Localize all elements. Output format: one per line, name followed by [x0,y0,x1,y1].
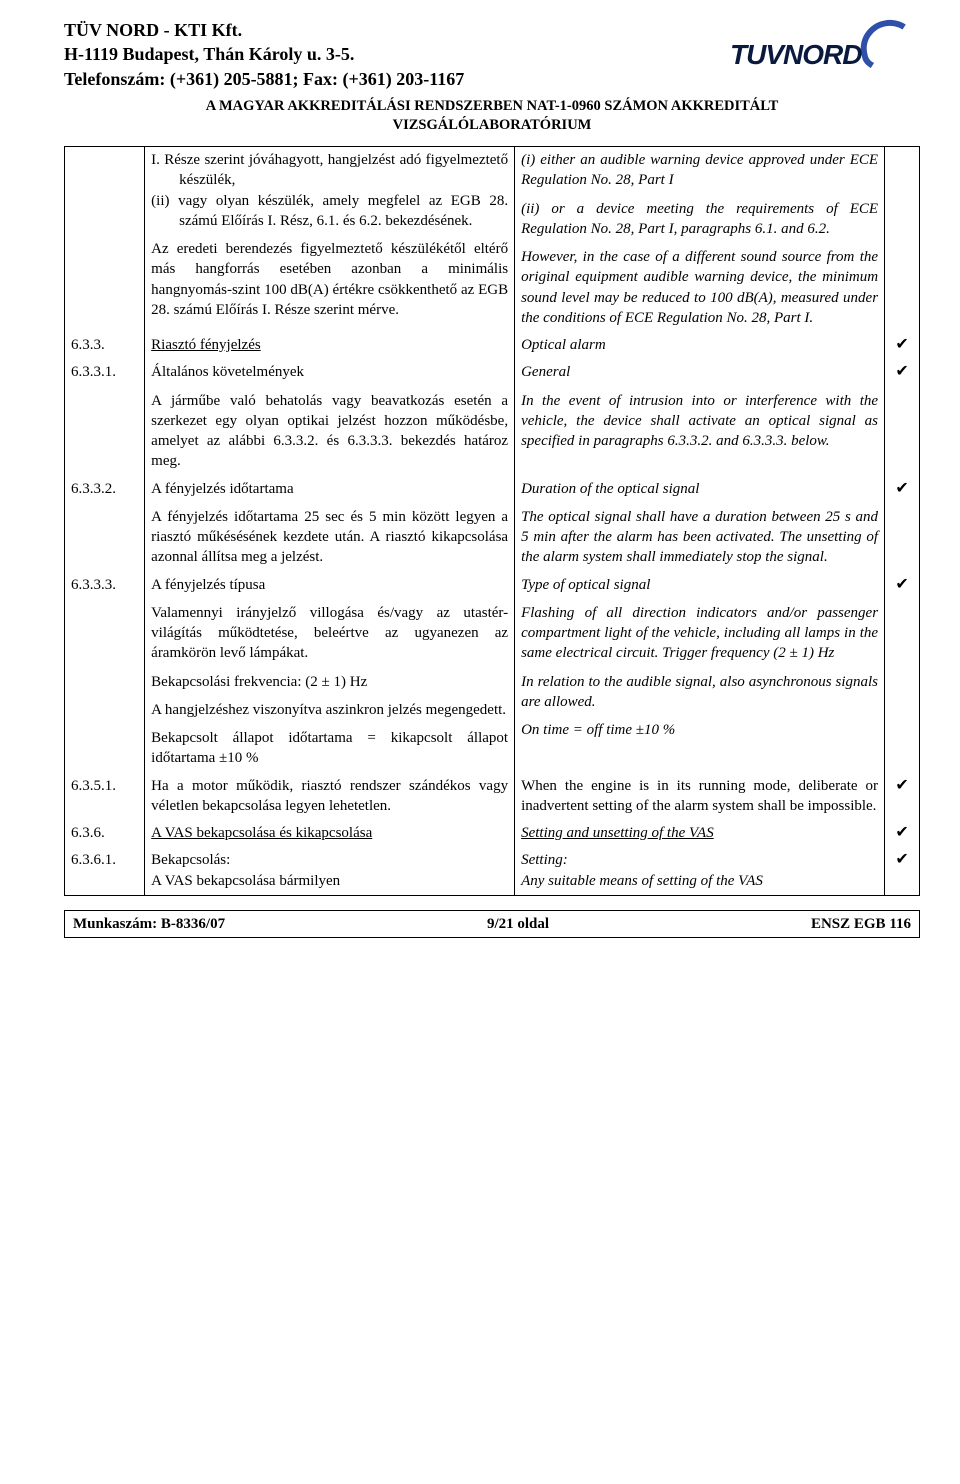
row-number: 6.3.5.1. [65,773,145,821]
text-segment: A fényjelzés időtartama 25 sec és 5 min … [151,507,508,568]
row-checkmark: ✔ [885,332,920,359]
table-row: 6.3.3.2.A fényjelzés időtartamaA fényjel… [65,476,920,572]
logo-ring-icon [855,15,922,76]
requirements-table: I. Része szerint jóváhagyott, hangjelzés… [64,146,920,896]
text-segment: A hangjelzéshez viszonyítva aszinkron je… [151,700,508,720]
row-hungarian: A fényjelzés időtartama A fényjelzés időt… [145,476,515,572]
row-checkmark: ✔ [885,359,920,475]
text-segment: General [521,362,878,382]
row-english: Duration of the optical signal The optica… [515,476,885,572]
logo-wordmark: TUVNORD [730,39,861,70]
row-english: General In the event of intrusion into or… [515,359,885,475]
table-row: 6.3.6.1.Bekapcsolás:A VAS bekapcsolása b… [65,847,920,895]
text-segment: Duration of the optical signal [521,479,878,499]
text-segment: Riasztó fényjelzés [151,335,508,355]
text-segment: When the engine is in its running mode, … [521,776,878,817]
page-footer: Munkaszám: B-8336/07 9/21 oldal ENSZ EGB… [64,910,920,938]
row-checkmark: ✔ [885,847,920,895]
text-segment: However, in the case of a different soun… [521,247,878,328]
row-checkmark [885,147,920,333]
text-segment: (ii) vagy olyan készülék, amely megfelel… [151,191,508,232]
row-number: 6.3.3. [65,332,145,359]
row-english: Setting:Any suitable means of setting of… [515,847,885,895]
text-segment: Bekapcsolási frekvencia: (2 ± 1) Hz [151,672,508,692]
text-segment: A VAS bekapcsolása és kikapcsolása [151,823,508,843]
footer-regulation: ENSZ EGB 116 [811,914,911,934]
table-row: I. Része szerint jóváhagyott, hangjelzés… [65,147,920,333]
row-english: When the engine is in its running mode, … [515,773,885,821]
row-number: 6.3.6.1. [65,847,145,895]
text-segment: In the event of intrusion into or interf… [521,391,878,452]
accreditation-line2: VIZSGÁLÓLABORATÓRIUM [64,116,920,136]
text-segment: (i) either an audible warning device app… [521,150,878,191]
text-segment: Ha a motor működik, riasztó rendszer szá… [151,776,508,817]
text-segment: (ii) or a device meeting the requirement… [521,199,878,240]
row-number [65,147,145,333]
text-segment: A fényjelzés típusa [151,575,508,595]
row-hungarian: A fényjelzés típusa Valamennyi irányjelző… [145,572,515,773]
text-segment: Setting: [521,850,878,870]
text-segment: The optical signal shall have a duration… [521,507,878,568]
text-segment: Any suitable means of setting of the VAS [521,871,878,891]
row-hungarian: Riasztó fényjelzés [145,332,515,359]
table-row: 6.3.6. A VAS bekapcsolása és kikapcsolása… [65,820,920,847]
row-number: 6.3.3.3. [65,572,145,773]
text-segment: Bekapcsolt állapot időtartama = kikapcso… [151,728,508,769]
row-hungarian: Bekapcsolás:A VAS bekapcsolása bármilyen [145,847,515,895]
check-icon: ✔ [895,824,908,841]
row-hungarian: I. Része szerint jóváhagyott, hangjelzés… [145,147,515,333]
table-row: 6.3.3.1. Általános követelmények A járműbe… [65,359,920,475]
row-number: 6.3.3.2. [65,476,145,572]
text-segment: Setting and unsetting of the VAS [521,823,878,843]
row-checkmark: ✔ [885,773,920,821]
row-english: (i) either an audible warning device app… [515,147,885,333]
row-checkmark: ✔ [885,572,920,773]
row-hungarian: Ha a motor működik, riasztó rendszer szá… [145,773,515,821]
table-row: 6.3.5.1.Ha a motor működik, riasztó rend… [65,773,920,821]
check-icon: ✔ [895,480,908,497]
row-hungarian: A VAS bekapcsolása és kikapcsolása [145,820,515,847]
check-icon: ✔ [895,777,908,794]
table-row: 6.3.3. Riasztó fényjelzés Optical alarm ✔ [65,332,920,359]
footer-page: 9/21 oldal [487,914,549,934]
text-segment: A járműbe való behatolás vagy beavatkozá… [151,391,508,472]
check-icon: ✔ [895,336,908,353]
check-icon: ✔ [895,363,908,380]
row-checkmark: ✔ [885,820,920,847]
text-segment: In relation to the audible signal, also … [521,672,878,713]
accreditation-line1: A MAGYAR AKKREDITÁLÁSI RENDSZERBEN NAT-1… [64,97,920,117]
check-icon: ✔ [895,851,908,868]
check-icon: ✔ [895,576,908,593]
page-header: TÜV NORD - KTI Kft. H-1119 Budapest, Thá… [64,18,920,136]
tuv-nord-logo: TUVNORD [730,22,920,80]
footer-jobnumber: Munkaszám: B-8336/07 [73,914,225,934]
row-checkmark: ✔ [885,476,920,572]
text-segment: Type of optical signal [521,575,878,595]
text-segment: I. Része szerint jóváhagyott, hangjelzés… [151,150,508,191]
text-segment: Az eredeti berendezés figyelmeztető kész… [151,239,508,320]
text-segment: On time = off time ±10 % [521,720,878,740]
row-english: Setting and unsetting of the VAS [515,820,885,847]
text-segment: Flashing of all direction indicators and… [521,603,878,664]
row-english: Type of optical signal Flashing of all di… [515,572,885,773]
row-number: 6.3.6. [65,820,145,847]
text-segment: Valamennyi irányjelző villogása és/vagy … [151,603,508,664]
table-row: 6.3.3.3. A fényjelzés típusa Valamennyi ir… [65,572,920,773]
text-segment: A fényjelzés időtartama [151,479,508,499]
row-english: Optical alarm [515,332,885,359]
row-hungarian: Általános követelmények A járműbe való be… [145,359,515,475]
text-segment: A VAS bekapcsolása bármilyen [151,871,508,891]
text-segment: Optical alarm [521,335,878,355]
text-segment: Általános követelmények [151,362,508,382]
row-number: 6.3.3.1. [65,359,145,475]
text-segment: Bekapcsolás: [151,850,508,870]
